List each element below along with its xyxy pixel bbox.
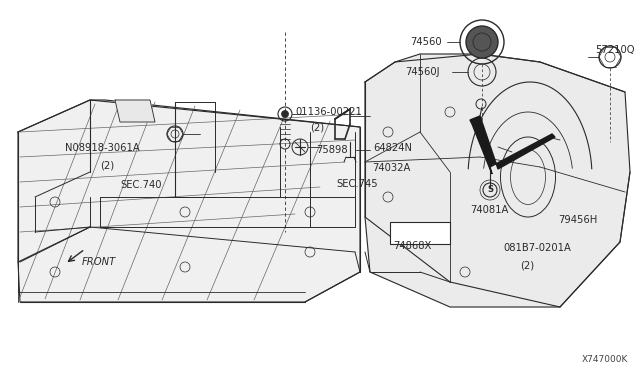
Text: SEC.740: SEC.740	[120, 180, 161, 190]
Text: SEC.745: SEC.745	[336, 179, 378, 189]
Text: (2): (2)	[310, 123, 324, 133]
Text: 79456H: 79456H	[558, 215, 597, 225]
Polygon shape	[470, 116, 555, 174]
Polygon shape	[365, 54, 630, 307]
Polygon shape	[115, 100, 155, 122]
Text: X747000K: X747000K	[582, 355, 628, 364]
Text: N08918-3061A: N08918-3061A	[65, 143, 140, 153]
Circle shape	[466, 26, 498, 58]
Text: 01136-00221: 01136-00221	[295, 107, 362, 117]
Text: 74560J: 74560J	[406, 67, 440, 77]
Text: (2): (2)	[100, 161, 114, 171]
Text: 57210Q: 57210Q	[595, 45, 635, 55]
Text: 64824N: 64824N	[373, 143, 412, 153]
Text: S: S	[487, 186, 493, 195]
Bar	[390, 222, 450, 244]
Text: (2): (2)	[520, 261, 534, 271]
Polygon shape	[18, 100, 360, 302]
Text: 74032A: 74032A	[372, 163, 410, 173]
Circle shape	[282, 110, 289, 118]
Text: FRONT: FRONT	[82, 257, 116, 267]
Text: 74868X: 74868X	[393, 241, 431, 251]
Text: 081B7-0201A: 081B7-0201A	[503, 243, 571, 253]
Text: 75898: 75898	[316, 145, 348, 155]
Text: 74560: 74560	[410, 37, 442, 47]
Text: 74081A: 74081A	[470, 205, 508, 215]
